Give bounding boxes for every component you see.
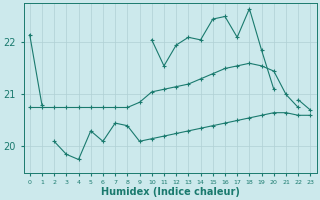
X-axis label: Humidex (Indice chaleur): Humidex (Indice chaleur)	[100, 187, 239, 197]
